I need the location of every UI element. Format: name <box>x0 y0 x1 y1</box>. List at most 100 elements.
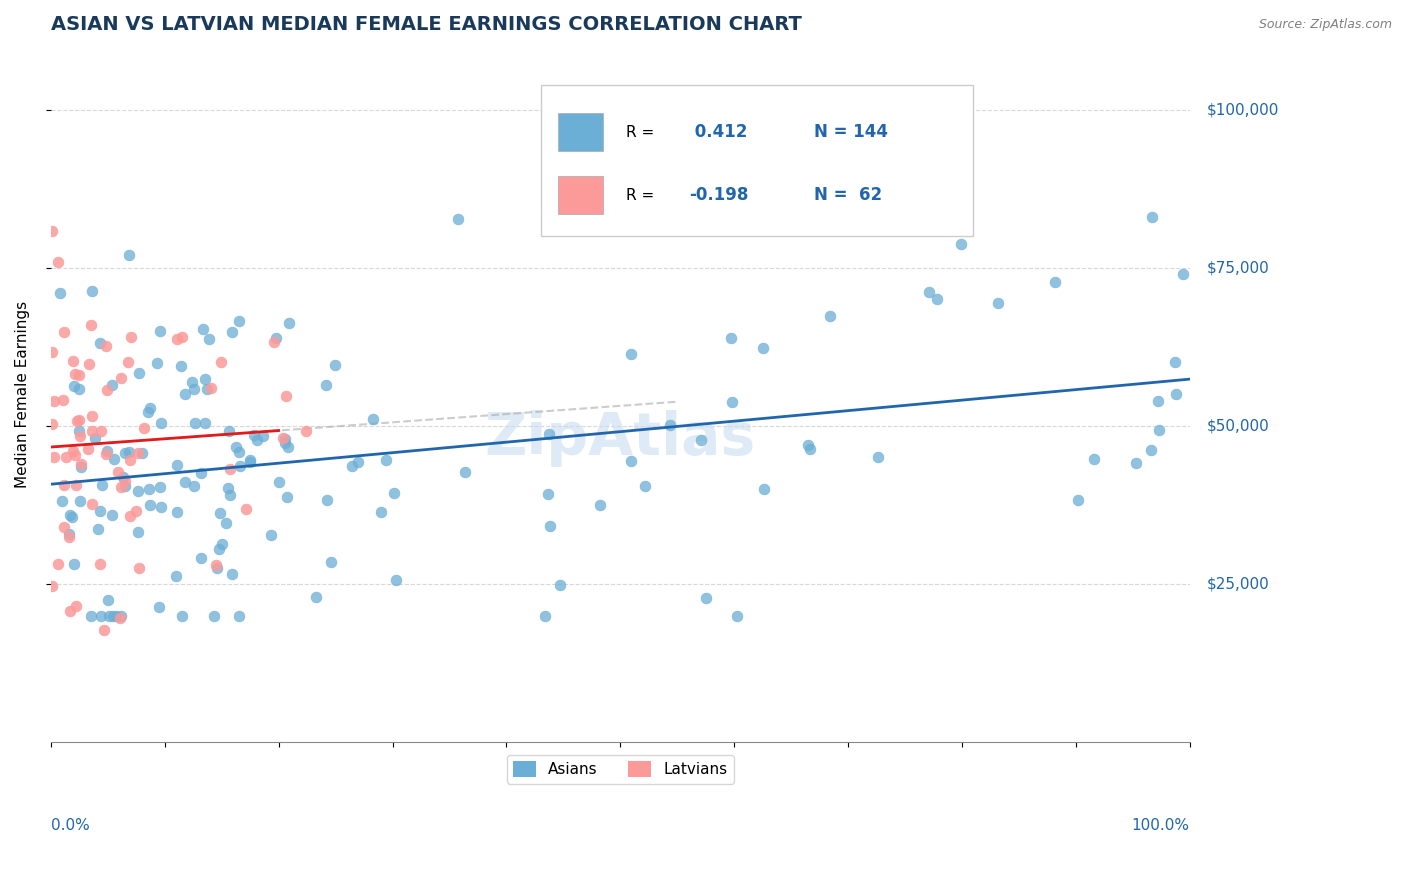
Point <box>267 475 290 489</box>
Point <box>721 394 744 409</box>
Point <box>93 623 115 637</box>
Point <box>221 566 243 581</box>
Point <box>128 561 150 575</box>
Point <box>198 333 221 347</box>
Point <box>174 386 197 401</box>
Point <box>217 481 239 495</box>
Point <box>67 413 90 427</box>
Point <box>277 316 299 330</box>
Point <box>725 609 748 624</box>
Point <box>166 332 188 346</box>
Point <box>101 508 124 522</box>
Point <box>86 522 108 536</box>
Point <box>229 458 252 473</box>
Point <box>98 609 121 624</box>
Point <box>89 609 111 624</box>
Point <box>180 375 202 389</box>
Point <box>114 446 136 460</box>
Legend: Asians, Latvians: Asians, Latvians <box>508 756 734 783</box>
Point <box>94 339 117 353</box>
Text: ASIAN VS LATVIAN MEDIAN FEMALE EARNINGS CORRELATION CHART: ASIAN VS LATVIAN MEDIAN FEMALE EARNINGS … <box>51 15 801 34</box>
Point <box>797 437 820 451</box>
Point <box>136 405 159 419</box>
Point <box>315 492 337 507</box>
Point <box>1067 492 1090 507</box>
Point <box>65 477 87 491</box>
Point <box>170 609 193 624</box>
Point <box>110 370 132 384</box>
Point <box>138 482 160 496</box>
Point <box>276 388 298 402</box>
Point <box>103 452 125 467</box>
Point <box>200 381 222 395</box>
Point <box>58 526 80 541</box>
Point <box>1083 452 1105 467</box>
Point <box>67 368 90 382</box>
Point <box>537 486 560 500</box>
Point <box>59 508 82 522</box>
Point <box>67 425 90 439</box>
Point <box>52 520 75 534</box>
Point <box>183 383 205 397</box>
Point <box>80 409 103 423</box>
Point <box>165 569 187 583</box>
Point <box>211 537 233 551</box>
Text: $75,000: $75,000 <box>1206 260 1270 276</box>
Point <box>634 478 657 492</box>
Point <box>67 382 90 396</box>
Point <box>202 609 225 624</box>
FancyBboxPatch shape <box>540 85 973 236</box>
Point <box>695 591 717 606</box>
Point <box>41 417 63 432</box>
Point <box>52 325 75 339</box>
Point <box>166 505 188 519</box>
Point <box>134 421 156 435</box>
Point <box>118 248 141 262</box>
Point <box>454 465 477 479</box>
Text: Source: ZipAtlas.com: Source: ZipAtlas.com <box>1258 18 1392 31</box>
Point <box>120 330 142 344</box>
Point <box>76 442 98 456</box>
Point <box>1171 268 1194 282</box>
Point <box>987 296 1010 310</box>
Point <box>190 551 212 566</box>
Point <box>305 590 328 604</box>
Point <box>537 427 560 442</box>
Point <box>246 433 269 447</box>
Point <box>42 393 65 408</box>
Point <box>114 479 136 493</box>
Point <box>190 467 212 481</box>
Point <box>150 416 173 430</box>
Point <box>110 609 132 624</box>
Bar <box>558 177 603 214</box>
Point <box>62 353 84 368</box>
Point <box>149 324 172 338</box>
Point <box>65 599 87 614</box>
Point <box>94 447 117 461</box>
Point <box>533 609 555 624</box>
Point <box>69 429 91 443</box>
Point <box>127 484 149 499</box>
Point <box>239 455 262 469</box>
Point <box>918 285 941 299</box>
Point <box>243 428 266 442</box>
Point <box>799 442 821 456</box>
Point <box>1164 387 1187 401</box>
Point <box>42 450 65 464</box>
Point <box>342 459 364 474</box>
Point <box>63 558 86 572</box>
Point <box>193 321 215 335</box>
Point <box>118 508 141 523</box>
Point <box>46 557 69 571</box>
Point <box>1147 423 1170 437</box>
Point <box>83 431 105 445</box>
Point <box>548 577 571 591</box>
Text: 0.0%: 0.0% <box>51 818 90 833</box>
Point <box>103 609 125 624</box>
Point <box>118 445 141 459</box>
Text: $50,000: $50,000 <box>1206 418 1270 434</box>
Point <box>77 357 100 371</box>
Point <box>752 482 775 496</box>
Point <box>950 236 973 251</box>
Text: ZipAtlas: ZipAtlas <box>485 410 756 467</box>
